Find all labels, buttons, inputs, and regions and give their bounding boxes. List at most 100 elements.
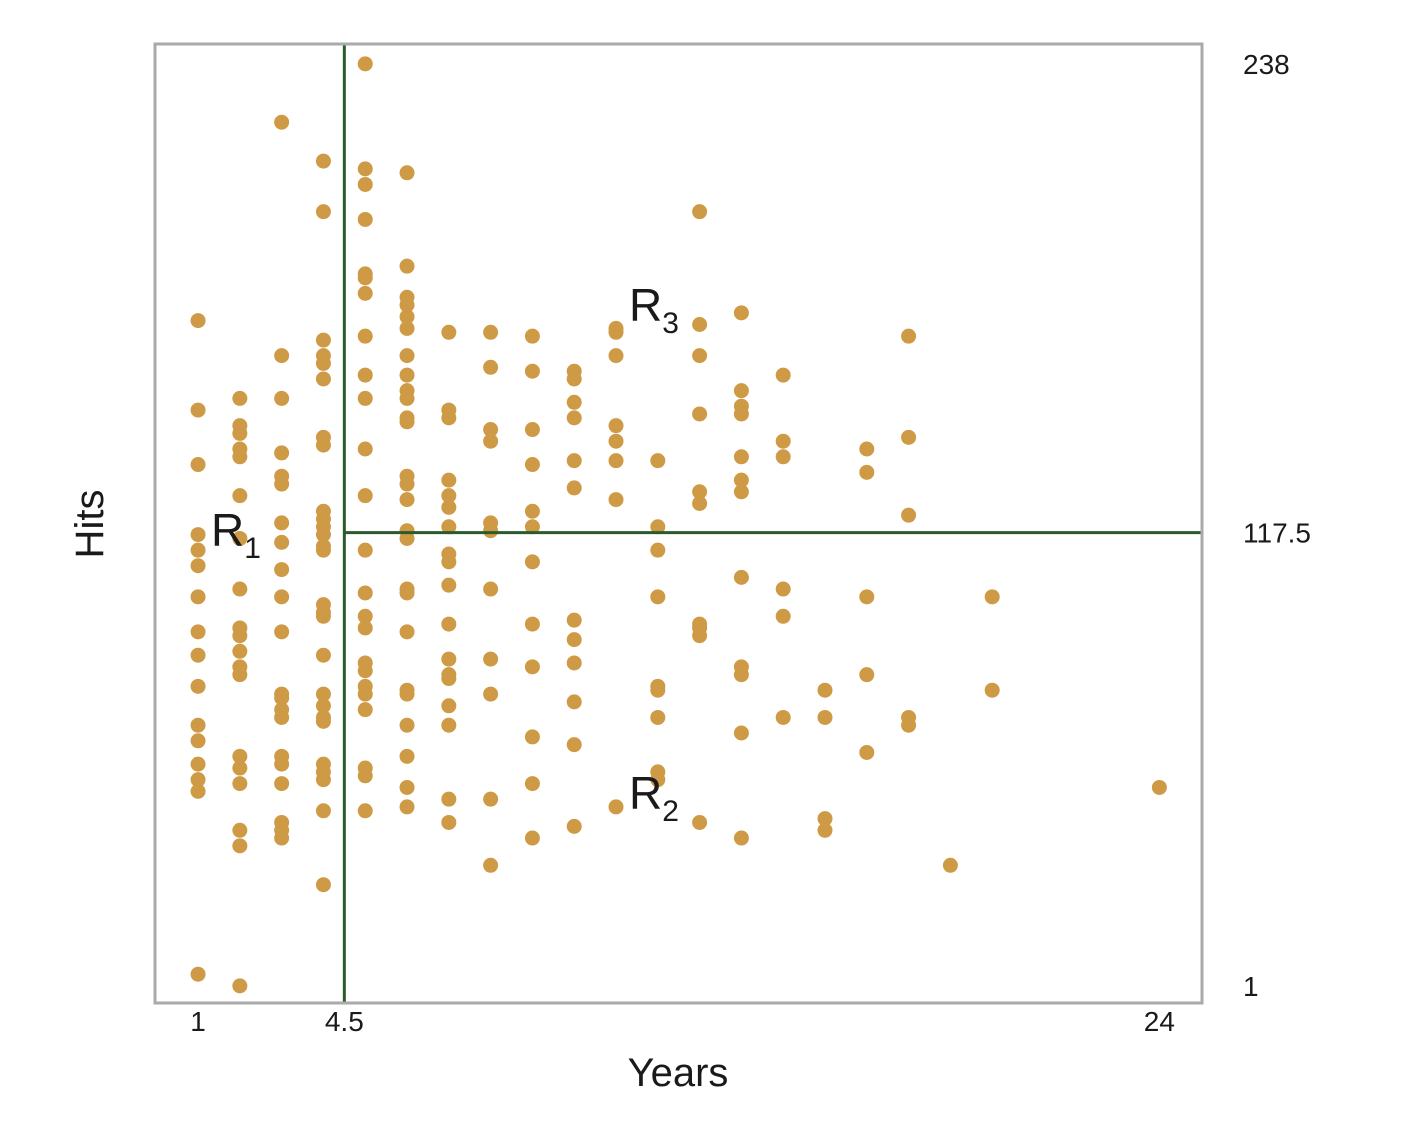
point [315,527,331,543]
point [984,589,1000,605]
point [566,694,582,710]
point [650,542,666,558]
point [483,651,499,667]
point [399,717,415,733]
x-tick-label: 4.5 [325,1006,364,1037]
point [566,655,582,671]
point [357,608,373,624]
point [901,328,917,344]
point [775,433,791,449]
point [399,320,415,336]
point [733,449,749,465]
point [524,422,540,438]
point [441,791,457,807]
point [650,519,666,535]
point [901,717,917,733]
point [775,449,791,465]
point [190,457,206,473]
point [190,589,206,605]
region-letter: R [629,279,662,331]
point [1151,779,1167,795]
point [775,709,791,725]
point [399,390,415,406]
point [399,367,415,383]
point [692,204,708,220]
point [733,667,749,683]
point [733,484,749,500]
point [315,772,331,788]
point [483,686,499,702]
point [190,558,206,574]
point [190,966,206,982]
region-subscript: 2 [662,795,679,828]
point [901,429,917,445]
point [524,503,540,519]
point [315,371,331,387]
point [315,542,331,558]
ticks: 1 4.5 24 1 117.5 238 [190,49,1311,1037]
point [650,453,666,469]
point [190,733,206,749]
point [608,799,624,815]
point [315,713,331,729]
point [315,204,331,220]
point [692,814,708,830]
point [274,690,290,706]
point [566,394,582,410]
point [566,632,582,648]
point [441,651,457,667]
point [608,324,624,340]
region-subscript: 1 [244,532,261,565]
point [441,488,457,504]
point [399,297,415,313]
point [441,324,457,340]
point [315,698,331,714]
point [399,585,415,601]
point [357,441,373,457]
point [399,779,415,795]
point [190,647,206,663]
point [357,542,373,558]
point [399,309,415,325]
point [650,589,666,605]
point [650,709,666,725]
point [190,783,206,799]
point [190,542,206,558]
point [357,176,373,192]
point [859,667,875,683]
point [274,830,290,846]
point [524,554,540,570]
point [942,857,958,873]
point [315,355,331,371]
point [232,449,248,465]
point [399,348,415,364]
point [274,476,290,492]
point [357,56,373,72]
point [190,756,206,772]
point [524,776,540,792]
point [608,433,624,449]
point [357,161,373,177]
point [232,776,248,792]
x-tick-label: 1 [190,1006,206,1037]
point [483,857,499,873]
point [357,585,373,601]
point [315,877,331,893]
point [190,313,206,329]
point [692,406,708,422]
point [190,527,206,543]
point [357,270,373,286]
point [901,507,917,523]
point [441,554,457,570]
point [274,589,290,605]
point [817,811,833,827]
point [692,348,708,364]
point [566,410,582,426]
point [692,628,708,644]
point [566,453,582,469]
point [775,608,791,624]
point [483,324,499,340]
point [357,328,373,344]
point [399,530,415,546]
